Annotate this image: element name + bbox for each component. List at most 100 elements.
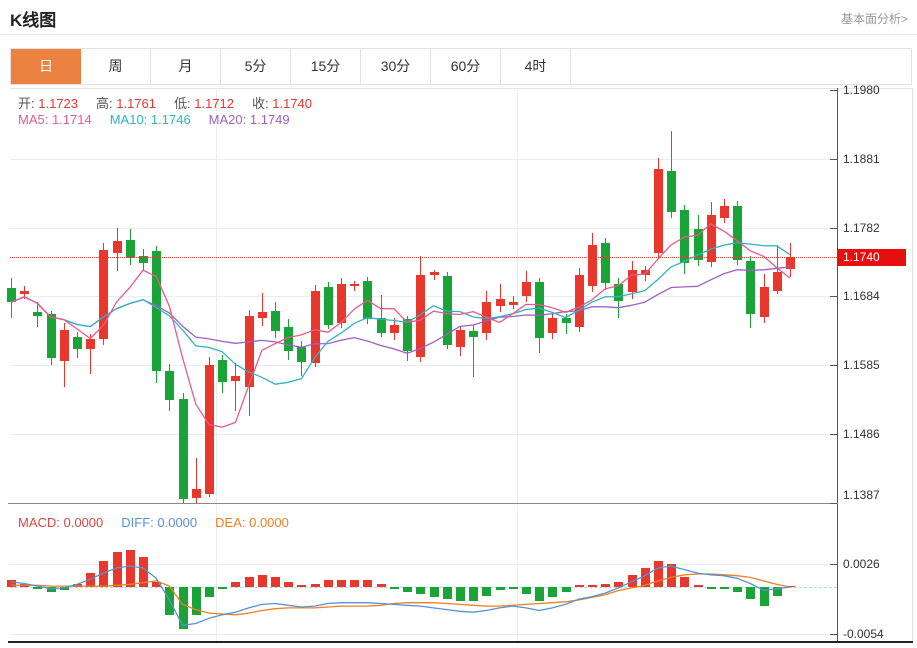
macd-bar — [760, 587, 769, 607]
macd-bar — [641, 567, 650, 587]
tab-4hour[interactable]: 4时 — [501, 49, 571, 84]
macd-bar — [562, 587, 571, 593]
tab-day[interactable]: 日 — [11, 49, 81, 84]
macd-bar — [218, 587, 227, 589]
candle — [245, 316, 254, 387]
container-right-border — [912, 88, 913, 643]
candle — [47, 314, 56, 358]
ohlc-readout-high: 高: 1.1761 — [96, 96, 156, 111]
candle-wick — [262, 293, 263, 326]
candle — [377, 318, 386, 333]
candle — [7, 288, 16, 302]
macd-bar — [601, 583, 610, 587]
gridline-v-sub — [517, 505, 518, 642]
candle — [403, 319, 412, 351]
y-axis-tick — [830, 296, 837, 297]
macd-bar — [390, 587, 399, 589]
gridline-h-sub — [10, 634, 837, 635]
y-axis-tick-sub — [830, 564, 837, 565]
page-title: K线图 — [10, 11, 57, 30]
macd-bar — [720, 587, 729, 589]
gridline-h — [10, 434, 837, 435]
candle — [192, 489, 201, 498]
macd-bar — [443, 587, 452, 600]
ma10-line — [10, 242, 791, 385]
macd-bar — [786, 585, 795, 587]
macd-bar — [311, 583, 320, 587]
candle — [416, 275, 425, 357]
candle — [694, 229, 703, 260]
macd-bar — [33, 587, 42, 589]
candle — [218, 360, 227, 382]
macd-readout-macd: MACD: 0.0000 — [18, 515, 104, 530]
macd-bar — [152, 581, 161, 587]
fundamental-analysis-link[interactable]: 基本面分析> — [840, 12, 908, 26]
macd-bar — [496, 587, 505, 591]
macd-bar — [430, 587, 439, 598]
tab-15min[interactable]: 15分 — [291, 49, 361, 84]
gridline-v — [216, 88, 217, 503]
y-axis-label: 1.1684 — [843, 289, 880, 303]
ma-readout-ma5: MA5: 1.1714 — [18, 112, 92, 127]
candle-wick — [196, 458, 197, 503]
y-axis-label: 1.1387 — [843, 488, 880, 502]
candle — [575, 275, 584, 327]
ohlc-readout-low: 低: 1.1712 — [174, 96, 234, 111]
candle — [496, 299, 505, 306]
tab-60min[interactable]: 60分 — [431, 49, 501, 84]
macd-bar — [363, 580, 372, 587]
y-axis-tick — [830, 90, 837, 91]
tab-30min[interactable]: 30分 — [361, 49, 431, 84]
candle — [324, 287, 333, 325]
candle — [284, 327, 293, 351]
candle — [601, 243, 610, 283]
macd-bar — [271, 576, 280, 587]
y-axis-label: 1.1486 — [843, 427, 880, 441]
tab-week[interactable]: 周 — [81, 49, 151, 84]
macd-bar — [47, 587, 56, 593]
candle — [126, 240, 135, 258]
macd-bar — [337, 580, 346, 587]
macd-bar — [575, 585, 584, 587]
macd-bar — [733, 587, 742, 593]
y-axis-label: 1.1980 — [843, 83, 880, 97]
macd-bar — [20, 583, 29, 587]
macd-bar — [192, 587, 201, 615]
macd-bar — [73, 583, 82, 587]
candle — [311, 291, 320, 363]
candle — [746, 261, 755, 314]
candle — [430, 272, 439, 275]
candle — [535, 282, 544, 338]
ohlc-readout-close: 收: 1.1740 — [252, 96, 312, 111]
candle — [205, 365, 214, 494]
candle — [363, 281, 372, 319]
macd-bar — [99, 560, 108, 587]
macd-bar — [416, 587, 425, 594]
candle-wick — [235, 363, 236, 411]
tab-month[interactable]: 月 — [151, 49, 221, 84]
macd-readout: MACD: 0.0000 DIFF: 0.0000 DEA: 0.0000 — [18, 515, 307, 530]
macd-bar — [126, 550, 135, 587]
candle — [297, 347, 306, 362]
candle — [654, 169, 663, 253]
x-axis-line[interactable] — [8, 641, 913, 643]
macd-bar — [205, 587, 214, 598]
macd-readout-diff: DIFF: 0.0000 — [121, 515, 198, 530]
y-axis-label: 1.1881 — [843, 152, 880, 166]
candle — [786, 257, 795, 269]
y-axis-line — [837, 88, 838, 643]
candle — [350, 284, 359, 286]
macd-bar — [707, 587, 716, 589]
macd-bar — [377, 583, 386, 587]
y-axis-label: 1.1585 — [843, 358, 880, 372]
macd-bar — [667, 564, 676, 587]
y-axis-tick — [830, 503, 837, 504]
ma-readout-ma10: MA10: 1.1746 — [109, 112, 191, 127]
tab-5min[interactable]: 5分 — [221, 49, 291, 84]
macd-bar — [456, 587, 465, 601]
y-axis-label-sub: -0.0054 — [843, 627, 884, 641]
macd-bar — [694, 585, 703, 587]
candle — [509, 302, 518, 305]
